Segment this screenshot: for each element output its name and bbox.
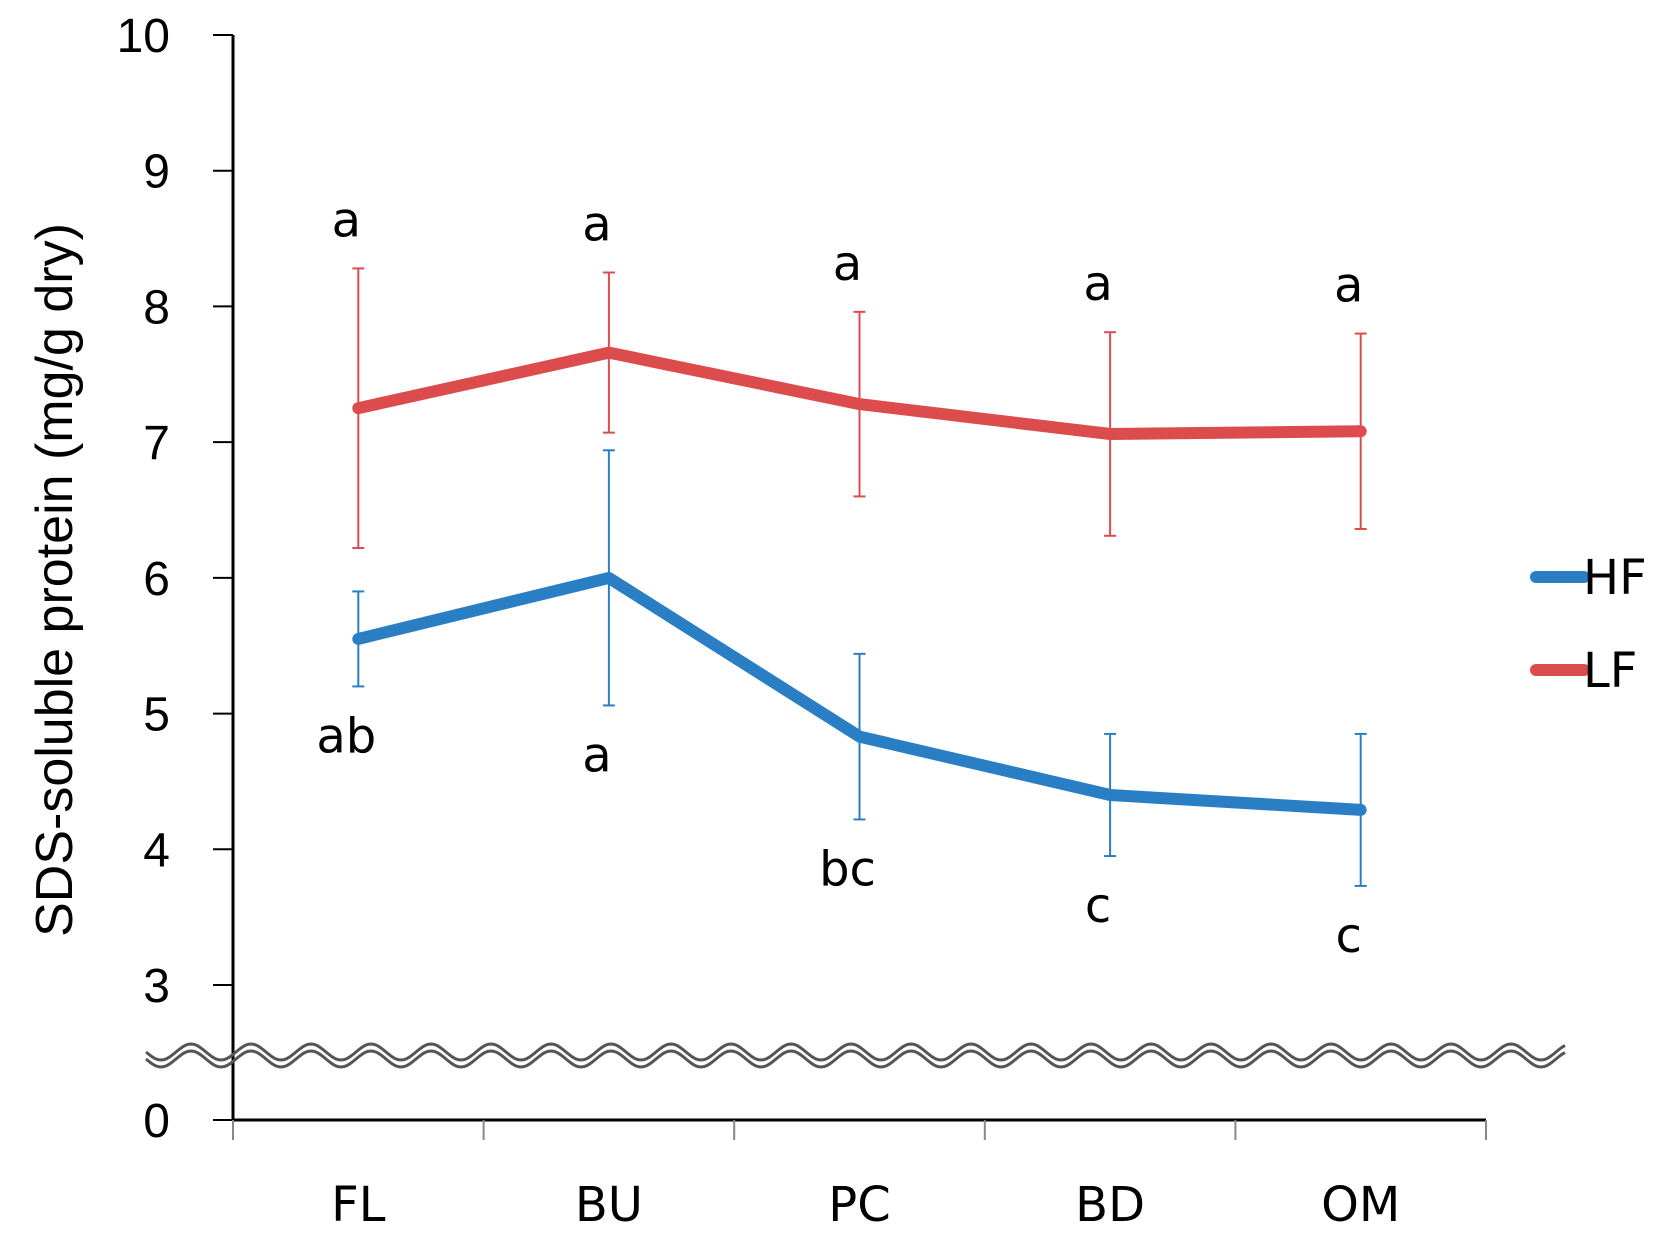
series-layer bbox=[352, 267, 1367, 887]
y-tick-label: 0 bbox=[143, 1095, 170, 1148]
significance-label: c bbox=[1336, 908, 1362, 964]
axes bbox=[231, 35, 1486, 1122]
y-tick-label: 3 bbox=[143, 960, 170, 1013]
series-line bbox=[352, 346, 1367, 440]
legend-label: LF bbox=[1583, 643, 1637, 699]
y-tick-label: 9 bbox=[143, 146, 170, 199]
y-ticks: 0 3 4 5 6 7 8 9 10 bbox=[117, 10, 233, 1148]
significance-label: bc bbox=[819, 841, 876, 897]
significance-label: c bbox=[1085, 878, 1111, 934]
y-axis-title: SDS-soluble protein (mg/g dry) bbox=[26, 223, 84, 937]
significance-label: a bbox=[1083, 256, 1112, 312]
axis-break-wave bbox=[145, 1042, 1566, 1062]
x-ticks: FL BU PC BD OM bbox=[232, 1120, 1487, 1233]
significance-label: a bbox=[332, 192, 361, 248]
y-tick-label: 5 bbox=[143, 689, 170, 742]
x-category-label: OM bbox=[1321, 1177, 1400, 1233]
y-tick-label: 4 bbox=[143, 824, 170, 877]
x-category-label: PC bbox=[828, 1177, 890, 1233]
axis-break-wave-lower bbox=[145, 1049, 1566, 1069]
significance-label: ab bbox=[316, 708, 376, 764]
x-category-label: BD bbox=[1075, 1177, 1145, 1233]
y-tick-label: 8 bbox=[143, 281, 170, 334]
significance-label: a bbox=[582, 197, 611, 253]
x-category-label: FL bbox=[331, 1177, 386, 1233]
legend-label: HF bbox=[1583, 550, 1647, 606]
series-line bbox=[352, 571, 1367, 816]
significance-label: a bbox=[582, 727, 611, 783]
series-hf bbox=[352, 449, 1367, 887]
series-lf bbox=[352, 267, 1367, 549]
y-tick-label: 10 bbox=[117, 10, 170, 63]
significance-label: a bbox=[1334, 258, 1363, 314]
legend: HF LF bbox=[1530, 550, 1647, 699]
x-category-label: BU bbox=[575, 1177, 643, 1233]
axis-break bbox=[145, 1042, 1566, 1069]
y-tick-label: 6 bbox=[143, 553, 170, 606]
significance-label: a bbox=[833, 236, 862, 292]
y-tick-label: 7 bbox=[143, 417, 170, 470]
significance-labels: ab a bc c c a a a a a bbox=[316, 192, 1363, 964]
